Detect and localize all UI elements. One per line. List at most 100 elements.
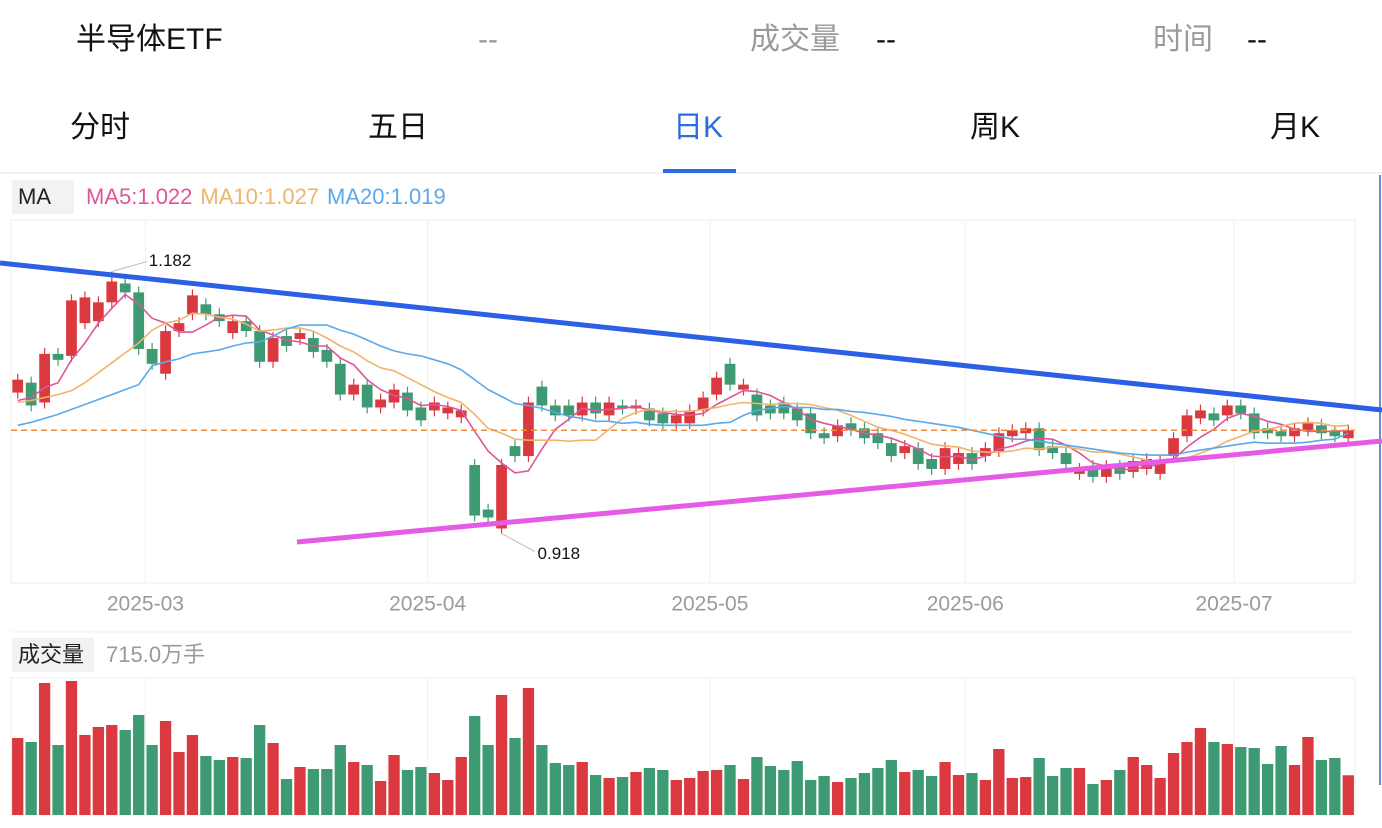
time-value: -- (1247, 23, 1267, 56)
candle-body (79, 297, 91, 324)
volume-bar (280, 779, 293, 815)
candle-body (509, 446, 521, 457)
volume-bar (805, 780, 817, 815)
volume-bar (710, 770, 723, 815)
volume-bar (1100, 780, 1113, 815)
volume-frame (10, 677, 1356, 816)
volume-bar (253, 725, 266, 815)
volume-label: 成交量 (750, 23, 840, 56)
candle-body (267, 338, 279, 362)
indicator-box (12, 180, 74, 214)
candle-body (885, 443, 897, 457)
candle-body (670, 415, 682, 424)
candle-body (348, 384, 360, 395)
candle-body (845, 423, 857, 431)
candle-body (805, 413, 817, 434)
volume-bar (939, 762, 951, 815)
volume-bar (1087, 784, 1099, 815)
volume-bar (979, 780, 992, 815)
ma-line (17, 312, 1349, 464)
candle-body (899, 446, 911, 454)
volume-bar (294, 767, 306, 815)
candle-body (1262, 428, 1274, 434)
volume-bar (307, 769, 320, 815)
tab[interactable]: 五日 (368, 111, 428, 144)
ma-line (17, 324, 1349, 456)
legend-entry: MA5:1.022 (86, 184, 192, 209)
volume-bar (1248, 748, 1260, 815)
candle-body (119, 283, 131, 293)
volume-bar (1194, 728, 1207, 815)
volume-bar (509, 738, 521, 815)
volume-bar (925, 776, 938, 815)
candle-body (1006, 430, 1018, 437)
volume-bar (1033, 758, 1045, 815)
candle-body (25, 382, 37, 406)
candle-body (12, 379, 24, 393)
volume-bar (630, 772, 642, 815)
volume-bar (38, 683, 51, 815)
candle-body (66, 300, 77, 356)
candle-body (711, 377, 722, 395)
volume-bar (1275, 746, 1287, 815)
volume-bar (1141, 765, 1153, 815)
candle-body (1302, 423, 1314, 431)
candle-body (442, 407, 454, 414)
volume-bar (173, 752, 185, 815)
volume-bar (213, 760, 225, 815)
volume-bar (1167, 753, 1180, 815)
price-frame (10, 219, 1356, 584)
volume-bar (12, 738, 24, 815)
volume-current: 715.0万手 (106, 642, 205, 667)
tab-underline (663, 169, 736, 173)
volume-bar (374, 781, 387, 815)
tab[interactable]: 日K (673, 111, 723, 144)
candle-body (1168, 438, 1179, 457)
volume-bar (388, 755, 400, 815)
volume-bar (697, 771, 709, 815)
volume-bar (1208, 742, 1220, 815)
x-tick-label: 2025-04 (389, 593, 466, 616)
candle-body (1100, 465, 1112, 477)
volume-bar (1261, 764, 1274, 815)
candle-body (1033, 428, 1045, 451)
volume-bar (536, 745, 548, 815)
volume-bar (589, 775, 602, 815)
volume-bar (92, 727, 105, 815)
volume-bar (469, 716, 481, 815)
volume-bar (106, 725, 118, 815)
min-annotation: 0.918 (538, 544, 581, 563)
volume-bar (657, 770, 669, 815)
annotation-leader (501, 532, 535, 552)
x-tick-label: 2025-06 (927, 593, 1004, 616)
tab[interactable]: 分时 (70, 111, 130, 144)
candle-body (657, 413, 669, 424)
volume-bar (616, 777, 629, 815)
tab[interactable]: 周K (970, 111, 1020, 144)
volume-bar (401, 770, 414, 815)
volume-bar (334, 745, 346, 815)
volume-bar (858, 773, 871, 815)
volume-bar (549, 763, 561, 815)
tab[interactable]: 月K (1270, 111, 1320, 144)
volume-bar (791, 761, 803, 815)
candle-body (415, 407, 427, 421)
volume-bar (1046, 776, 1059, 815)
volume-bar (1060, 768, 1072, 815)
candle-body (751, 394, 763, 416)
volume-bar (643, 768, 656, 815)
volume-bar (818, 776, 830, 815)
volume-title: 成交量 (18, 642, 84, 667)
candle-body (133, 292, 145, 349)
volume-bar (724, 765, 736, 815)
candle-body (872, 433, 884, 444)
volume-bar (428, 773, 441, 815)
candle-body (187, 295, 198, 315)
candle-body (254, 331, 266, 362)
volume-bar (952, 775, 965, 815)
candle-body (52, 353, 64, 360)
volume-bar (186, 735, 199, 815)
candle-body (1087, 465, 1099, 477)
volume-bar (845, 778, 857, 815)
volume-bar (670, 780, 682, 815)
